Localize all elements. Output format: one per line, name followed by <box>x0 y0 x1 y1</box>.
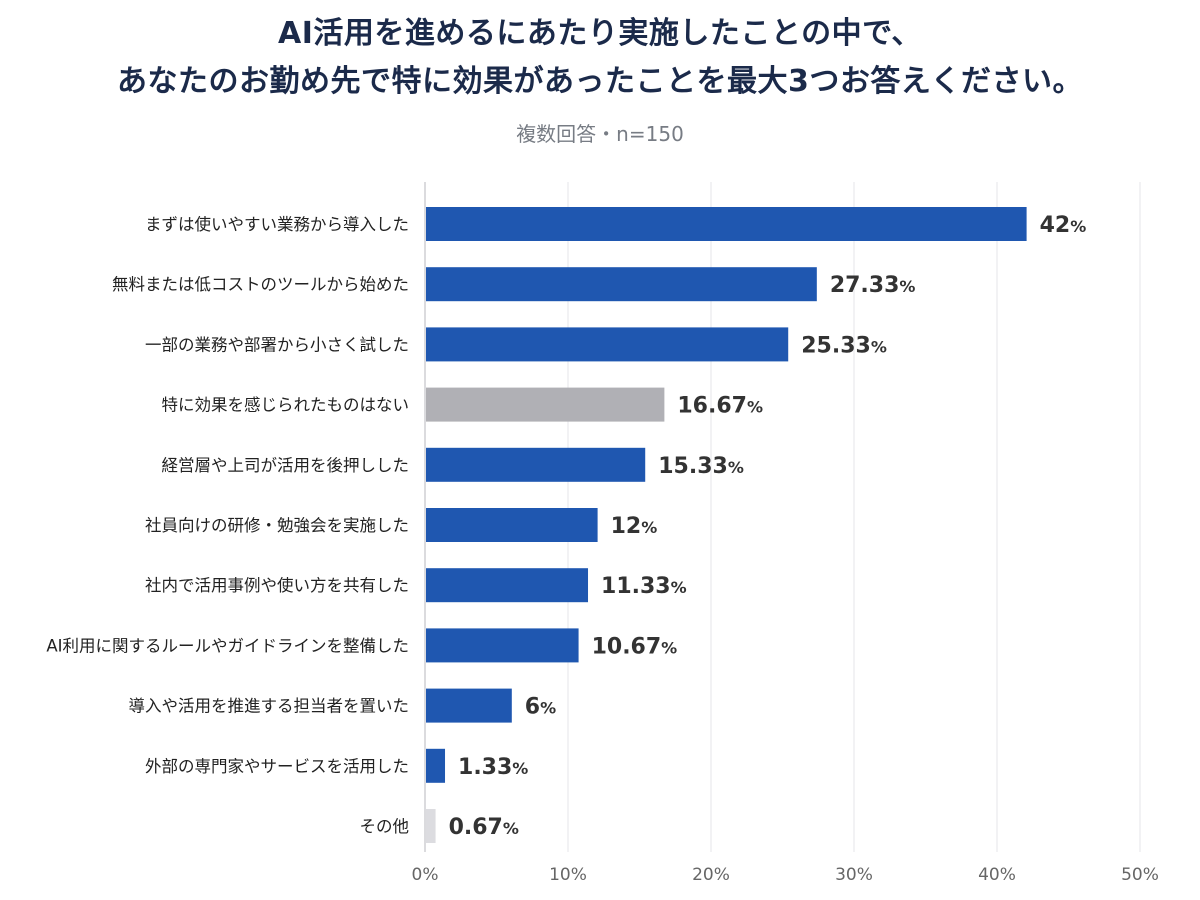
x-tick-label: 10% <box>549 865 587 885</box>
chart-title-line-2: あなたのお勤め先で特に効果があったことを最大3つお答えください。 <box>117 64 1083 99</box>
category-label: 一部の業務や部署から小さく試した <box>145 335 409 354</box>
data-label: 15.33% <box>658 454 744 479</box>
bar <box>426 267 817 302</box>
bar <box>426 748 446 783</box>
category-label: 無料または低コストのツールから始めた <box>112 275 409 294</box>
bar <box>426 508 598 542</box>
bar <box>426 809 436 843</box>
category-label: まずは使いやすい業務から導入した <box>145 215 409 234</box>
x-tick-label: 30% <box>835 865 873 885</box>
category-label: 経営層や上司が活用を後押しした <box>162 456 410 475</box>
data-label: 27.33% <box>830 273 916 298</box>
category-label: 導入や活用を推進する担当者を置いた <box>129 697 410 716</box>
x-tick-label: 40% <box>978 865 1016 885</box>
category-label: その他 <box>360 817 410 836</box>
bar <box>426 207 1027 241</box>
chart-subtitle: 複数回答・n=150 <box>516 122 684 146</box>
data-label: 16.67% <box>677 394 763 419</box>
chart-title-line-1: AI活用を進めるにあたり実施したことの中で、 <box>278 16 922 51</box>
data-label: 12% <box>611 514 658 539</box>
data-label: 1.33% <box>458 755 528 780</box>
bar <box>426 387 665 422</box>
bar <box>426 688 512 723</box>
x-tick-label: 0% <box>412 865 439 885</box>
category-label: 社員向けの研修・勉強会を実施した <box>145 516 409 535</box>
data-label: 25.33% <box>801 333 887 358</box>
data-label: 6% <box>525 695 556 720</box>
bar <box>426 447 646 482</box>
category-label: 社内で活用事例や使い方を共有した <box>145 576 409 595</box>
bar <box>426 568 589 603</box>
data-label: 10.67% <box>592 634 678 659</box>
category-label: 外部の専門家やサービスを活用した <box>145 757 409 776</box>
x-tick-label: 50% <box>1121 865 1159 885</box>
category-label: 特に効果を感じられたものはない <box>162 396 410 415</box>
category-label: AI利用に関するルールやガイドラインを整備した <box>46 636 409 655</box>
data-label: 0.67% <box>449 815 519 840</box>
data-label: 42% <box>1040 213 1087 238</box>
x-tick-label: 20% <box>692 865 730 885</box>
data-label: 11.33% <box>601 574 687 599</box>
bar <box>426 628 579 663</box>
bar <box>426 327 789 362</box>
